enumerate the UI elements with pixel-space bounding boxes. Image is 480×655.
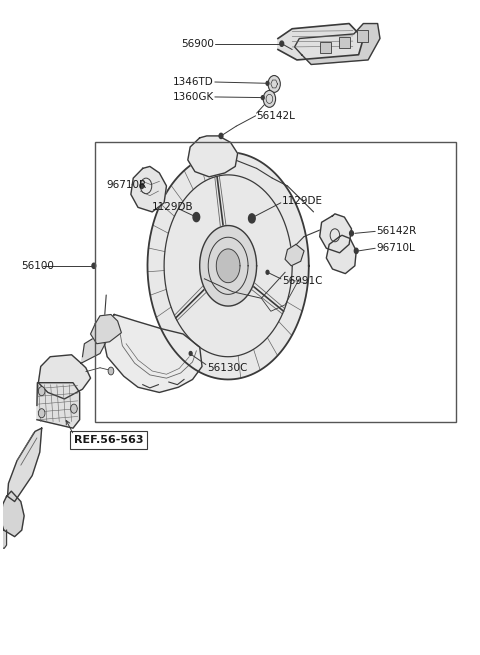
Circle shape	[261, 96, 264, 100]
Polygon shape	[131, 166, 167, 212]
Circle shape	[189, 352, 192, 356]
Polygon shape	[81, 333, 106, 364]
Text: 56100: 56100	[21, 261, 54, 271]
Polygon shape	[8, 428, 42, 502]
Circle shape	[251, 216, 253, 220]
Circle shape	[263, 90, 276, 107]
Polygon shape	[278, 24, 363, 60]
Bar	[96, 142, 456, 422]
Circle shape	[38, 409, 45, 418]
FancyBboxPatch shape	[70, 431, 146, 449]
Circle shape	[193, 213, 200, 221]
Text: 1346TD: 1346TD	[173, 77, 214, 87]
Circle shape	[38, 386, 45, 396]
Polygon shape	[147, 152, 309, 379]
Text: 56900: 56900	[181, 39, 214, 48]
Polygon shape	[320, 214, 351, 253]
Circle shape	[140, 183, 144, 189]
Circle shape	[195, 215, 198, 219]
Text: 56991C: 56991C	[282, 276, 322, 286]
Circle shape	[108, 367, 114, 375]
Text: REF.56-563: REF.56-563	[74, 435, 144, 445]
Polygon shape	[326, 235, 356, 274]
Polygon shape	[188, 136, 238, 177]
Text: 56130C: 56130C	[207, 364, 247, 373]
Polygon shape	[285, 244, 304, 266]
Polygon shape	[295, 24, 380, 64]
Circle shape	[268, 75, 280, 92]
Polygon shape	[37, 383, 80, 428]
Text: 1129DB: 1129DB	[152, 202, 194, 212]
Circle shape	[266, 271, 269, 274]
Polygon shape	[216, 249, 240, 283]
Text: 96710L: 96710L	[377, 243, 415, 253]
Circle shape	[266, 81, 269, 85]
Bar	[320, 42, 331, 54]
Bar	[357, 30, 368, 42]
Polygon shape	[91, 314, 121, 344]
Text: 56142R: 56142R	[377, 227, 417, 236]
Polygon shape	[38, 355, 91, 399]
Polygon shape	[0, 530, 7, 548]
Circle shape	[354, 248, 358, 253]
Circle shape	[349, 231, 353, 236]
Circle shape	[249, 214, 255, 223]
Polygon shape	[200, 225, 257, 306]
Circle shape	[280, 41, 284, 47]
Polygon shape	[102, 314, 202, 392]
Text: 56142L: 56142L	[257, 111, 296, 121]
Text: 96710R: 96710R	[106, 179, 146, 189]
Circle shape	[219, 134, 223, 138]
Circle shape	[71, 404, 77, 413]
Text: 1360GK: 1360GK	[173, 92, 214, 102]
Text: 1129DE: 1129DE	[282, 196, 323, 206]
Bar	[339, 37, 350, 48]
Polygon shape	[0, 491, 24, 536]
Circle shape	[92, 263, 96, 269]
